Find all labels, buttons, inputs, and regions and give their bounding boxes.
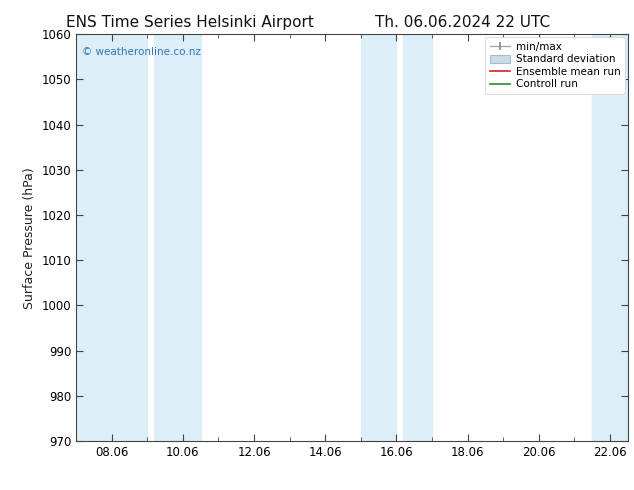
Legend: min/max, Standard deviation, Ensemble mean run, Controll run: min/max, Standard deviation, Ensemble me… (486, 37, 624, 94)
Text: ENS Time Series Helsinki Airport: ENS Time Series Helsinki Airport (67, 15, 314, 30)
Y-axis label: Surface Pressure (hPa): Surface Pressure (hPa) (23, 167, 36, 309)
Bar (76, 34, 147, 441)
Text: © weatheronline.co.nz: © weatheronline.co.nz (82, 47, 200, 56)
Bar (154, 34, 200, 441)
Bar (592, 34, 628, 441)
Bar (403, 34, 432, 441)
Text: Th. 06.06.2024 22 UTC: Th. 06.06.2024 22 UTC (375, 15, 550, 30)
Bar (361, 34, 396, 441)
